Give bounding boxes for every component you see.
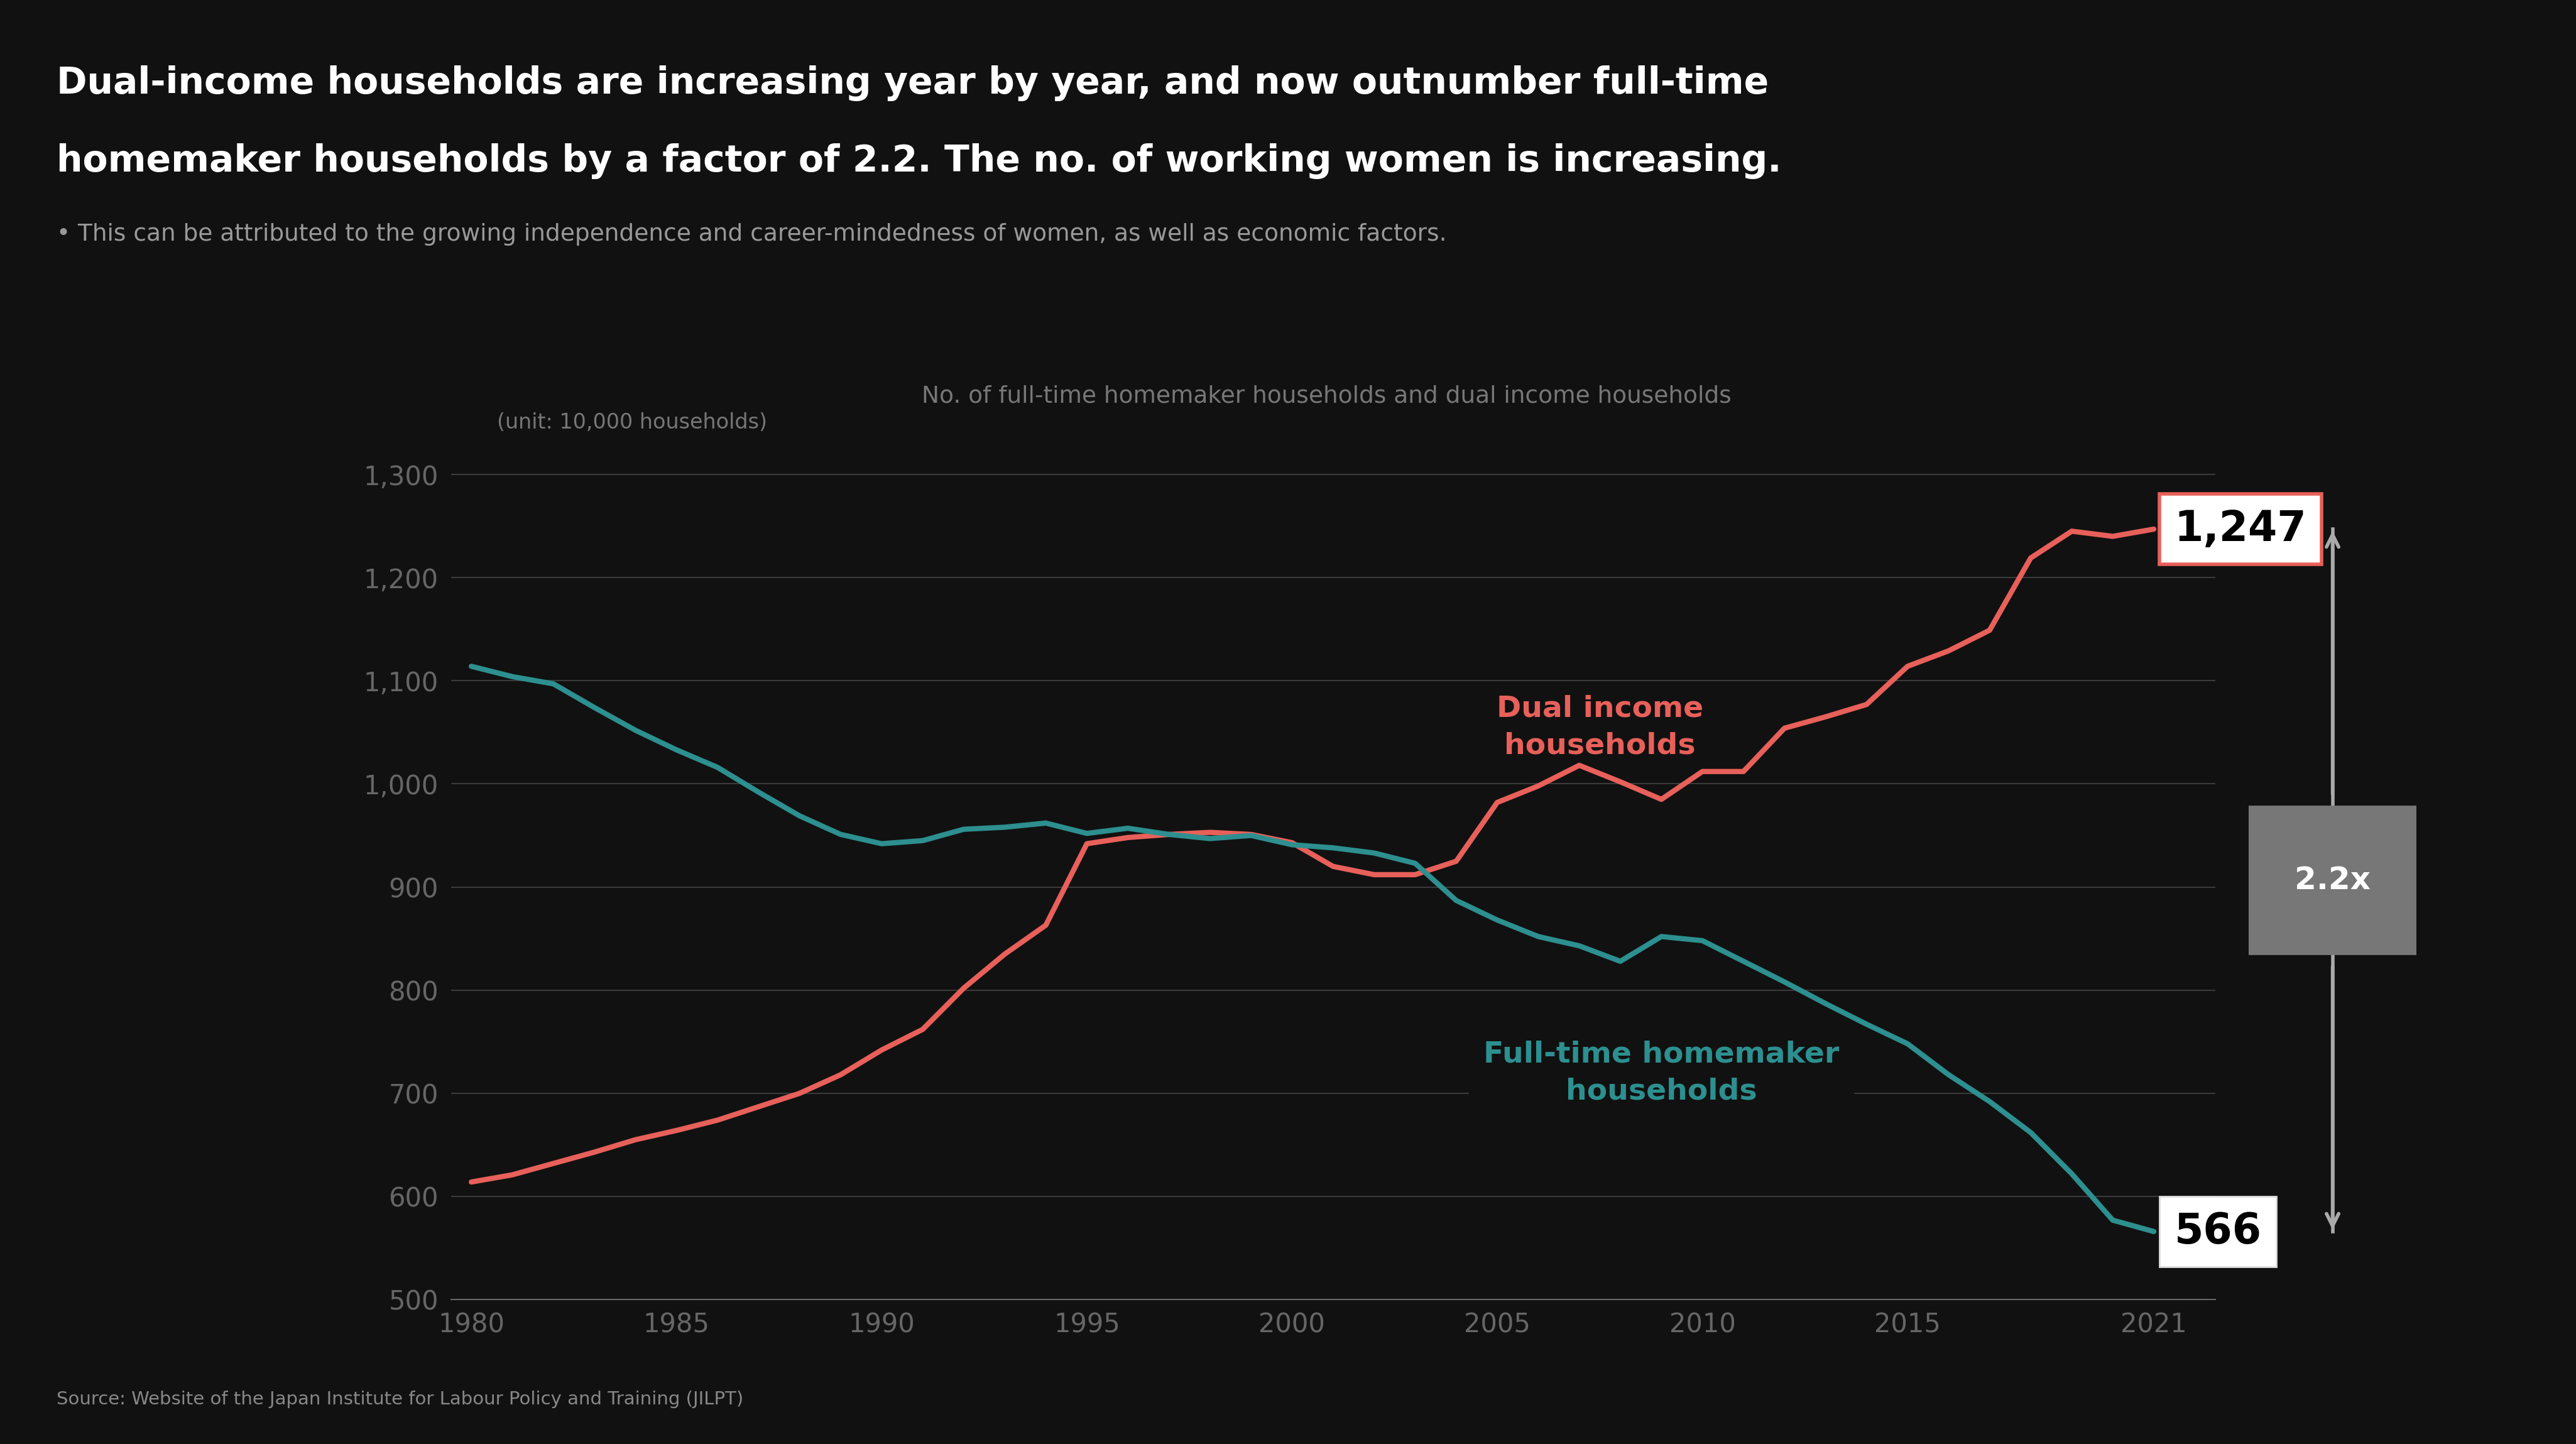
Text: Dual-income households are increasing year by year, and now outnumber full-time: Dual-income households are increasing ye…: [57, 65, 1770, 101]
Text: (unit: 10,000 households): (unit: 10,000 households): [497, 413, 768, 433]
Text: Full-time homemaker
households: Full-time homemaker households: [1484, 1040, 1839, 1105]
Text: 1,247: 1,247: [2174, 508, 2306, 550]
Text: • This can be attributed to the growing independence and career-mindedness of wo: • This can be attributed to the growing …: [57, 222, 1448, 245]
Text: No. of full-time homemaker households and dual income households: No. of full-time homemaker households an…: [922, 384, 1731, 407]
Text: 2.2x: 2.2x: [2295, 865, 2370, 895]
Text: Dual income
households: Dual income households: [1497, 695, 1703, 760]
Text: homemaker households by a factor of 2.2. The no. of working women is increasing.: homemaker households by a factor of 2.2.…: [57, 143, 1783, 179]
Circle shape: [0, 806, 2576, 954]
Text: Source: Website of the Japan Institute for Labour Policy and Training (JILPT): Source: Website of the Japan Institute f…: [57, 1391, 744, 1408]
Text: 566: 566: [2174, 1210, 2262, 1252]
